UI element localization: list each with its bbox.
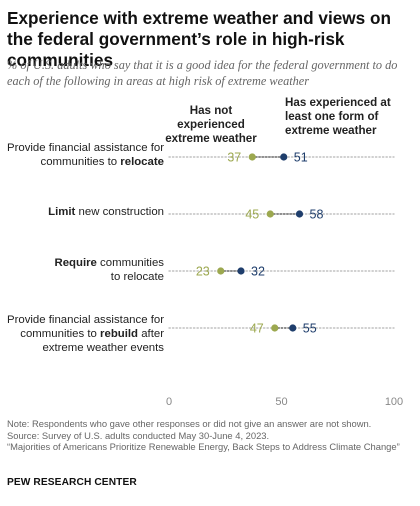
value-label-not-experienced: 37 bbox=[227, 151, 241, 165]
value-label-experienced: 55 bbox=[303, 322, 317, 336]
chart-title: Experience with extreme weather and view… bbox=[7, 8, 391, 70]
value-label-experienced: 51 bbox=[294, 151, 308, 165]
dot-not-experienced bbox=[271, 324, 279, 332]
legend-not-experienced: Has not experienced extreme weather bbox=[165, 104, 257, 145]
dot-not-experienced bbox=[248, 153, 256, 161]
dot-experienced bbox=[280, 153, 288, 161]
x-tick-label: 0 bbox=[166, 396, 172, 408]
value-label-not-experienced: 45 bbox=[245, 208, 259, 222]
x-tick-label: 100 bbox=[385, 396, 403, 408]
source-text: Source: Survey of U.S. adults conducted … bbox=[7, 429, 270, 441]
report-title-text: “Majorities of Americans Prioritize Rene… bbox=[7, 441, 400, 452]
category-label-limit-construction: Limit new construction bbox=[48, 206, 164, 218]
organization-name: PEW RESEARCH CENTER bbox=[7, 477, 137, 488]
dot-experienced bbox=[295, 210, 304, 218]
x-tick-label: 50 bbox=[275, 396, 287, 408]
chart-subtitle: % of U.S. adults who say that it is a go… bbox=[7, 58, 398, 88]
value-label-experienced: 32 bbox=[251, 265, 265, 279]
value-label-experienced: 58 bbox=[310, 208, 324, 222]
value-label-not-experienced: 47 bbox=[250, 322, 264, 336]
value-label-not-experienced: 23 bbox=[196, 265, 210, 279]
dot-experienced bbox=[289, 324, 297, 332]
legend-experienced: Has experienced at least one form of ext… bbox=[285, 96, 391, 137]
dot-experienced bbox=[237, 267, 245, 275]
note-text: Note: Respondents who gave other respons… bbox=[7, 418, 372, 429]
category-label-rebuild-assistance: Provide financial assistance for communi… bbox=[6, 314, 164, 354]
category-label-relocate-assistance: Provide financial assistance for communi… bbox=[6, 142, 164, 168]
dot-not-experienced bbox=[217, 267, 225, 275]
dot-not-experienced bbox=[266, 210, 274, 218]
chart-notes: Note: Respondents who gave other respons… bbox=[7, 418, 415, 453]
category-label-require-relocate: Require communities to relocate bbox=[54, 257, 164, 283]
